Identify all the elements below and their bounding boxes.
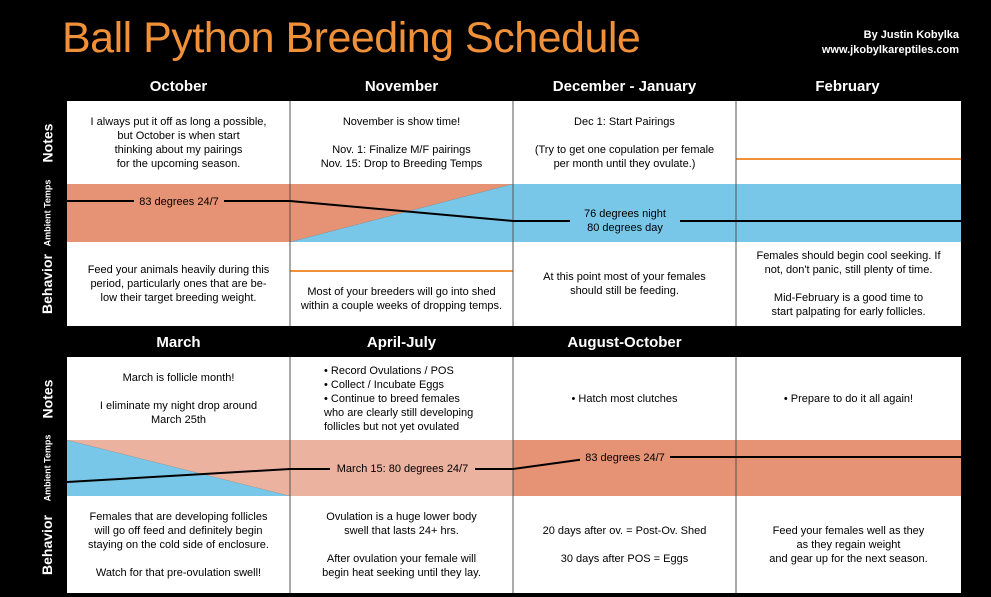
notes-row-top (67, 101, 961, 184)
behavior-row-top (67, 242, 961, 326)
notes-row-bottom (67, 357, 961, 440)
website-url: www.jkobylkareptiles.com (821, 44, 959, 56)
behavior-february: Females should begin cool seeking. If no… (756, 250, 941, 318)
behavior-march: Females that are developing follicles wi… (87, 510, 269, 579)
credit: By Justin Kobylka www.jkobylkareptiles.c… (822, 28, 959, 58)
temp-line-drop (289, 200, 514, 222)
temp-label-83-top: 83 degrees 24/7 (134, 195, 224, 209)
author-name: By Justin Kobylka (863, 29, 959, 41)
note-april-july: • Record Ovulations / POS • Collect / In… (324, 364, 474, 433)
temp-label-march-15: March 15: 80 degrees 24/7 (330, 462, 475, 476)
note-august-october: • Hatch most clutches (571, 392, 678, 405)
month-header-april-july: April-July (366, 334, 437, 351)
month-header-august-october: August-October (567, 334, 682, 351)
temp-band-october (67, 184, 290, 242)
behavior-december-january: At this point most of your females shoul… (543, 271, 706, 297)
temp-band-november-cool (290, 184, 513, 242)
temp-label-83-bottom: 83 degrees 24/7 (580, 451, 670, 465)
month-header-october: October (149, 78, 208, 95)
behavior-november: Most of your breeders will go into shed … (300, 286, 503, 312)
note-next-season: • Prepare to do it all again! (783, 392, 914, 405)
temp-band-march-warm (67, 440, 290, 496)
behavior-row-bottom (67, 496, 961, 593)
note-march: March is follicle month! I eliminate my … (99, 371, 258, 426)
month-header-november: November (364, 78, 439, 95)
behavior-august-october: 20 days after ov. = Post-Ov. Shed 30 day… (542, 524, 707, 565)
page-title: Ball Python Breeding Schedule (62, 14, 641, 62)
note-december-january: Dec 1: Start Pairings (Try to get one co… (534, 115, 715, 170)
note-november: November is show time! Nov. 1: Finalize … (320, 115, 483, 170)
temp-label-76-80: 76 degrees night 80 degrees day (570, 207, 680, 235)
behavior-next-season: Feed your females well as they as they r… (769, 524, 928, 565)
month-header-march: March (156, 334, 201, 351)
month-header-december-january: December - January (552, 78, 697, 95)
month-header-february: February (815, 78, 880, 95)
note-february (736, 101, 961, 184)
temp-line-march (66, 468, 291, 483)
behavior-april-july: Ovulation is a huge lower body swell tha… (322, 510, 481, 579)
temp-band-aug-oct (513, 440, 961, 496)
note-october: I always put it off as long a possible, … (90, 115, 267, 170)
behavior-october: Feed your animals heavily during this pe… (87, 264, 270, 304)
